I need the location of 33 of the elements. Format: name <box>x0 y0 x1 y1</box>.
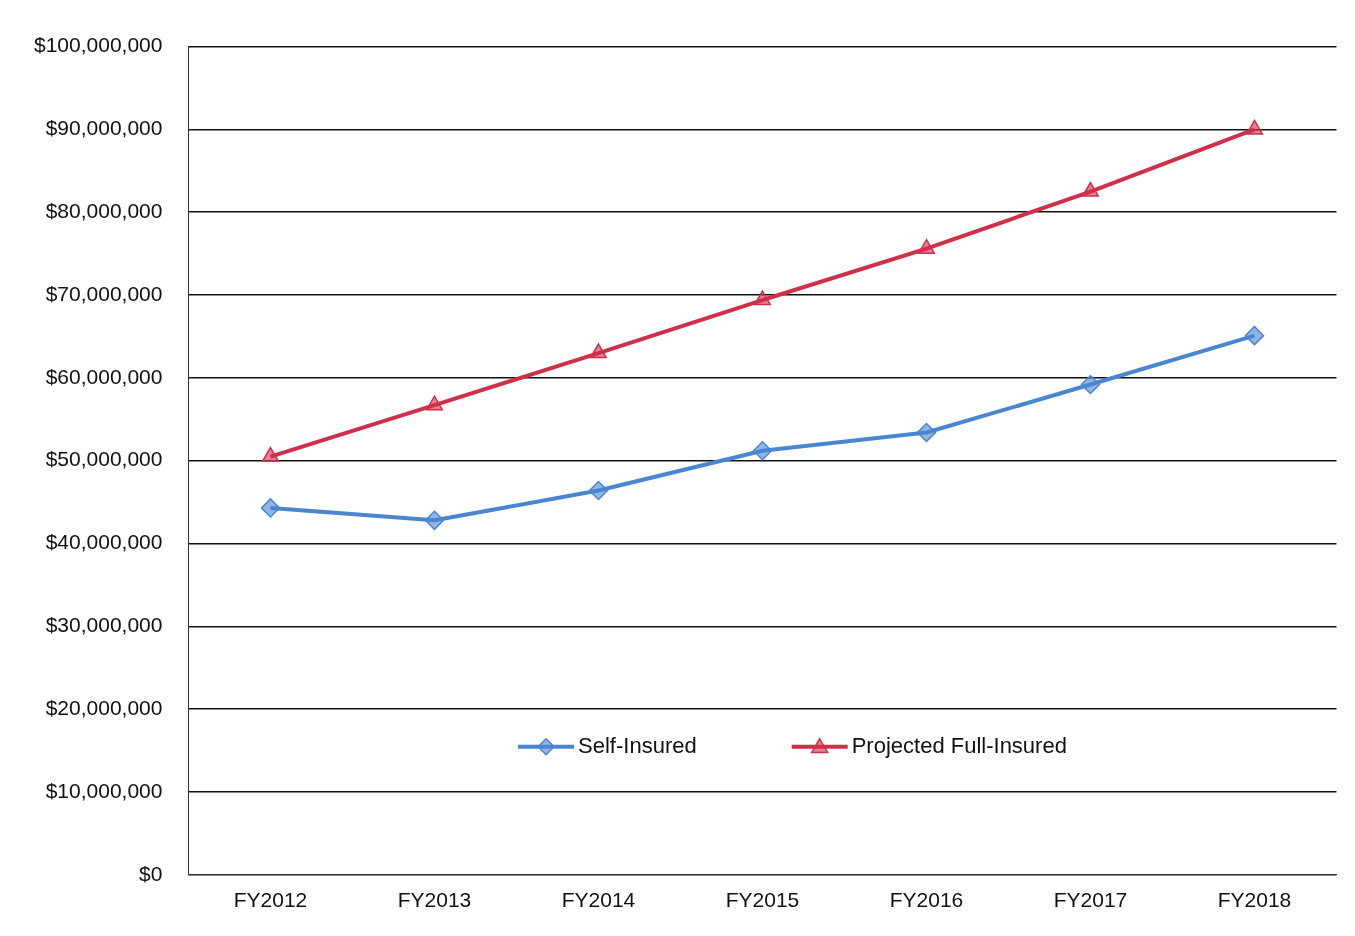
x-tick-label: FY2018 <box>1217 888 1292 912</box>
y-tick-label: $100,000,000 <box>33 33 163 57</box>
point <box>260 498 281 518</box>
x-tick-label: FY2016 <box>889 888 964 912</box>
legend-label: Self-Insured <box>578 732 697 758</box>
point <box>424 510 445 531</box>
x-tick-label: FY2014 <box>561 888 636 912</box>
y-tick-label: $60,000,000 <box>45 364 163 388</box>
y-tick-label: $40,000,000 <box>45 530 163 554</box>
point <box>916 422 937 443</box>
point <box>425 395 444 411</box>
legend-label: Projected Full-Insured <box>851 732 1067 758</box>
point <box>752 441 773 461</box>
y-tick-label: $90,000,000 <box>45 116 163 140</box>
point <box>589 343 608 359</box>
x-tick-label: FY2017 <box>1053 888 1128 912</box>
point <box>753 290 772 306</box>
point <box>1081 181 1100 197</box>
point <box>1244 325 1265 346</box>
y-tick-label: $20,000,000 <box>45 695 163 719</box>
y-tick-label: $10,000,000 <box>45 778 163 802</box>
y-tick-label: $50,000,000 <box>45 447 163 471</box>
y-tick-label: $30,000,000 <box>45 613 163 637</box>
y-tick-label: $80,000,000 <box>45 199 163 223</box>
x-tick-label: FY2013 <box>397 888 472 912</box>
point <box>917 238 936 254</box>
point <box>588 480 609 501</box>
x-tick-label: FY2012 <box>233 888 308 912</box>
y-tick-label: $70,000,000 <box>45 281 163 305</box>
y-tick-label: $0 <box>139 861 163 885</box>
point <box>1080 374 1101 395</box>
point <box>1245 119 1264 135</box>
x-tick-label: FY2015 <box>725 888 800 912</box>
